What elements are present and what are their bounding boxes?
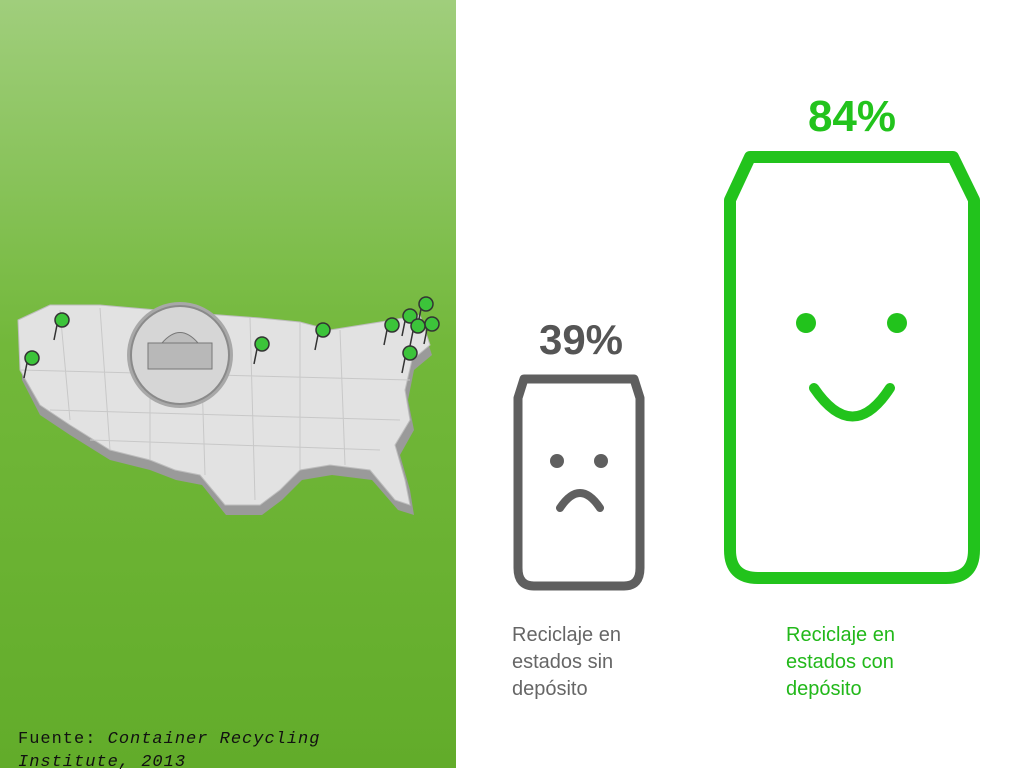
source-text: Container Recycling Institute, 2013 [18,730,321,772]
map-pins [23,296,440,379]
can-label: Reciclaje en estados con depósito [786,624,895,700]
percent-value: 84% [807,92,897,141]
source-note: Fuente: Container Recycling Institute, 2… [18,728,378,774]
happy-can [724,151,980,584]
percent-value: 39% [538,316,624,363]
sad-can [513,374,645,591]
coin [127,302,233,408]
us-map [17,304,432,515]
source-label: Fuente: [18,730,97,749]
can-label: Reciclaje en estados sin depósito [512,624,621,700]
